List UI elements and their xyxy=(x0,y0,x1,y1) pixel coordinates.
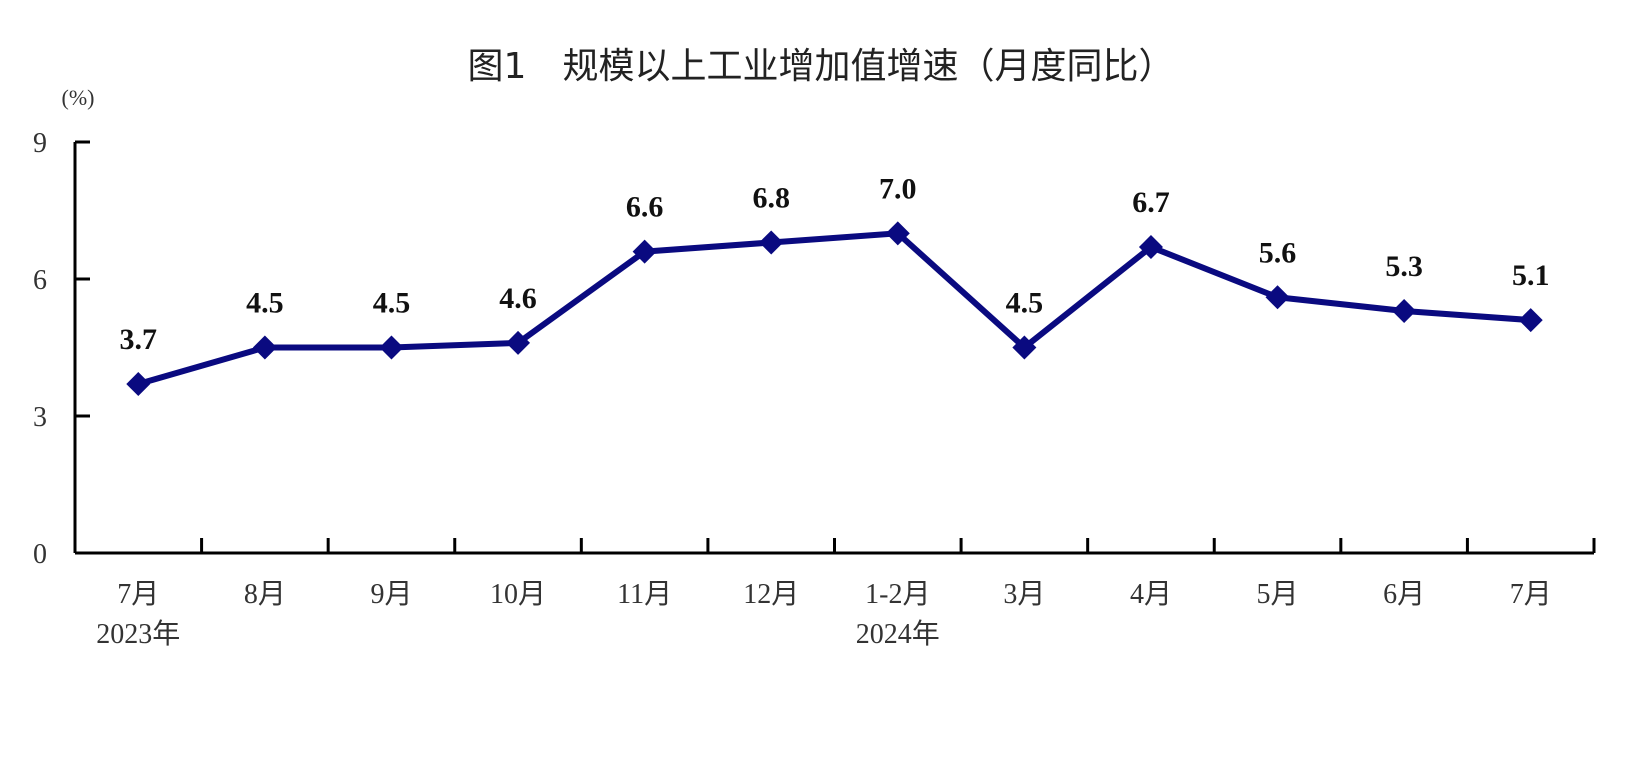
data-point-marker xyxy=(506,330,531,355)
data-point-marker xyxy=(885,221,910,246)
data-label: 5.3 xyxy=(1385,250,1423,283)
x-tick-label: 7月 xyxy=(117,579,159,610)
data-label: 4.5 xyxy=(373,287,411,320)
data-point-marker xyxy=(126,372,151,397)
x-tick-label: 5月 xyxy=(1257,579,1299,610)
x-tick-label: 1-2月 xyxy=(865,579,930,610)
data-label: 6.6 xyxy=(626,191,664,224)
data-point-marker xyxy=(1392,298,1417,323)
data-label: 4.5 xyxy=(1006,287,1044,320)
chart-title: 图1 规模以上工业增加值增速（月度同比） xyxy=(468,46,1175,87)
data-point-marker xyxy=(379,335,404,360)
y-axis-unit: (%) xyxy=(62,85,95,110)
data-label: 4.6 xyxy=(499,282,537,315)
data-label: 6.7 xyxy=(1132,186,1170,219)
y-tick-label: 6 xyxy=(33,265,47,296)
data-label: 7.0 xyxy=(879,172,917,205)
data-point-marker xyxy=(252,335,277,360)
x-tick-label: 12月 xyxy=(743,579,799,610)
x-tick-label: 10月 xyxy=(490,579,546,610)
y-tick-label: 9 xyxy=(33,128,47,159)
y-tick-label: 3 xyxy=(33,402,47,433)
x-tick-label: 8月 xyxy=(244,579,286,610)
x-tick-label: 7月 xyxy=(1510,579,1552,610)
data-point-marker xyxy=(1518,308,1543,333)
x-tick-label: 6月 xyxy=(1383,579,1425,610)
data-label: 4.5 xyxy=(246,287,284,320)
x-tick-label: 3月 xyxy=(1003,579,1045,610)
data-point-marker xyxy=(1012,335,1037,360)
data-label: 5.1 xyxy=(1512,259,1550,292)
y-tick-label: 0 xyxy=(33,539,47,570)
data-point-marker xyxy=(1265,285,1290,310)
year-label: 2024年 xyxy=(856,618,940,650)
year-label: 2023年 xyxy=(96,618,180,650)
x-tick-label: 11月 xyxy=(617,579,672,610)
data-label: 3.7 xyxy=(120,323,158,356)
x-tick-label: 4月 xyxy=(1130,579,1172,610)
data-point-marker xyxy=(1138,235,1163,260)
data-label: 5.6 xyxy=(1259,236,1297,269)
data-point-marker xyxy=(632,239,657,264)
data-point-marker xyxy=(759,230,784,255)
series-line xyxy=(137,230,1531,387)
data-label: 6.8 xyxy=(752,181,790,214)
x-tick-label: 9月 xyxy=(370,579,412,610)
